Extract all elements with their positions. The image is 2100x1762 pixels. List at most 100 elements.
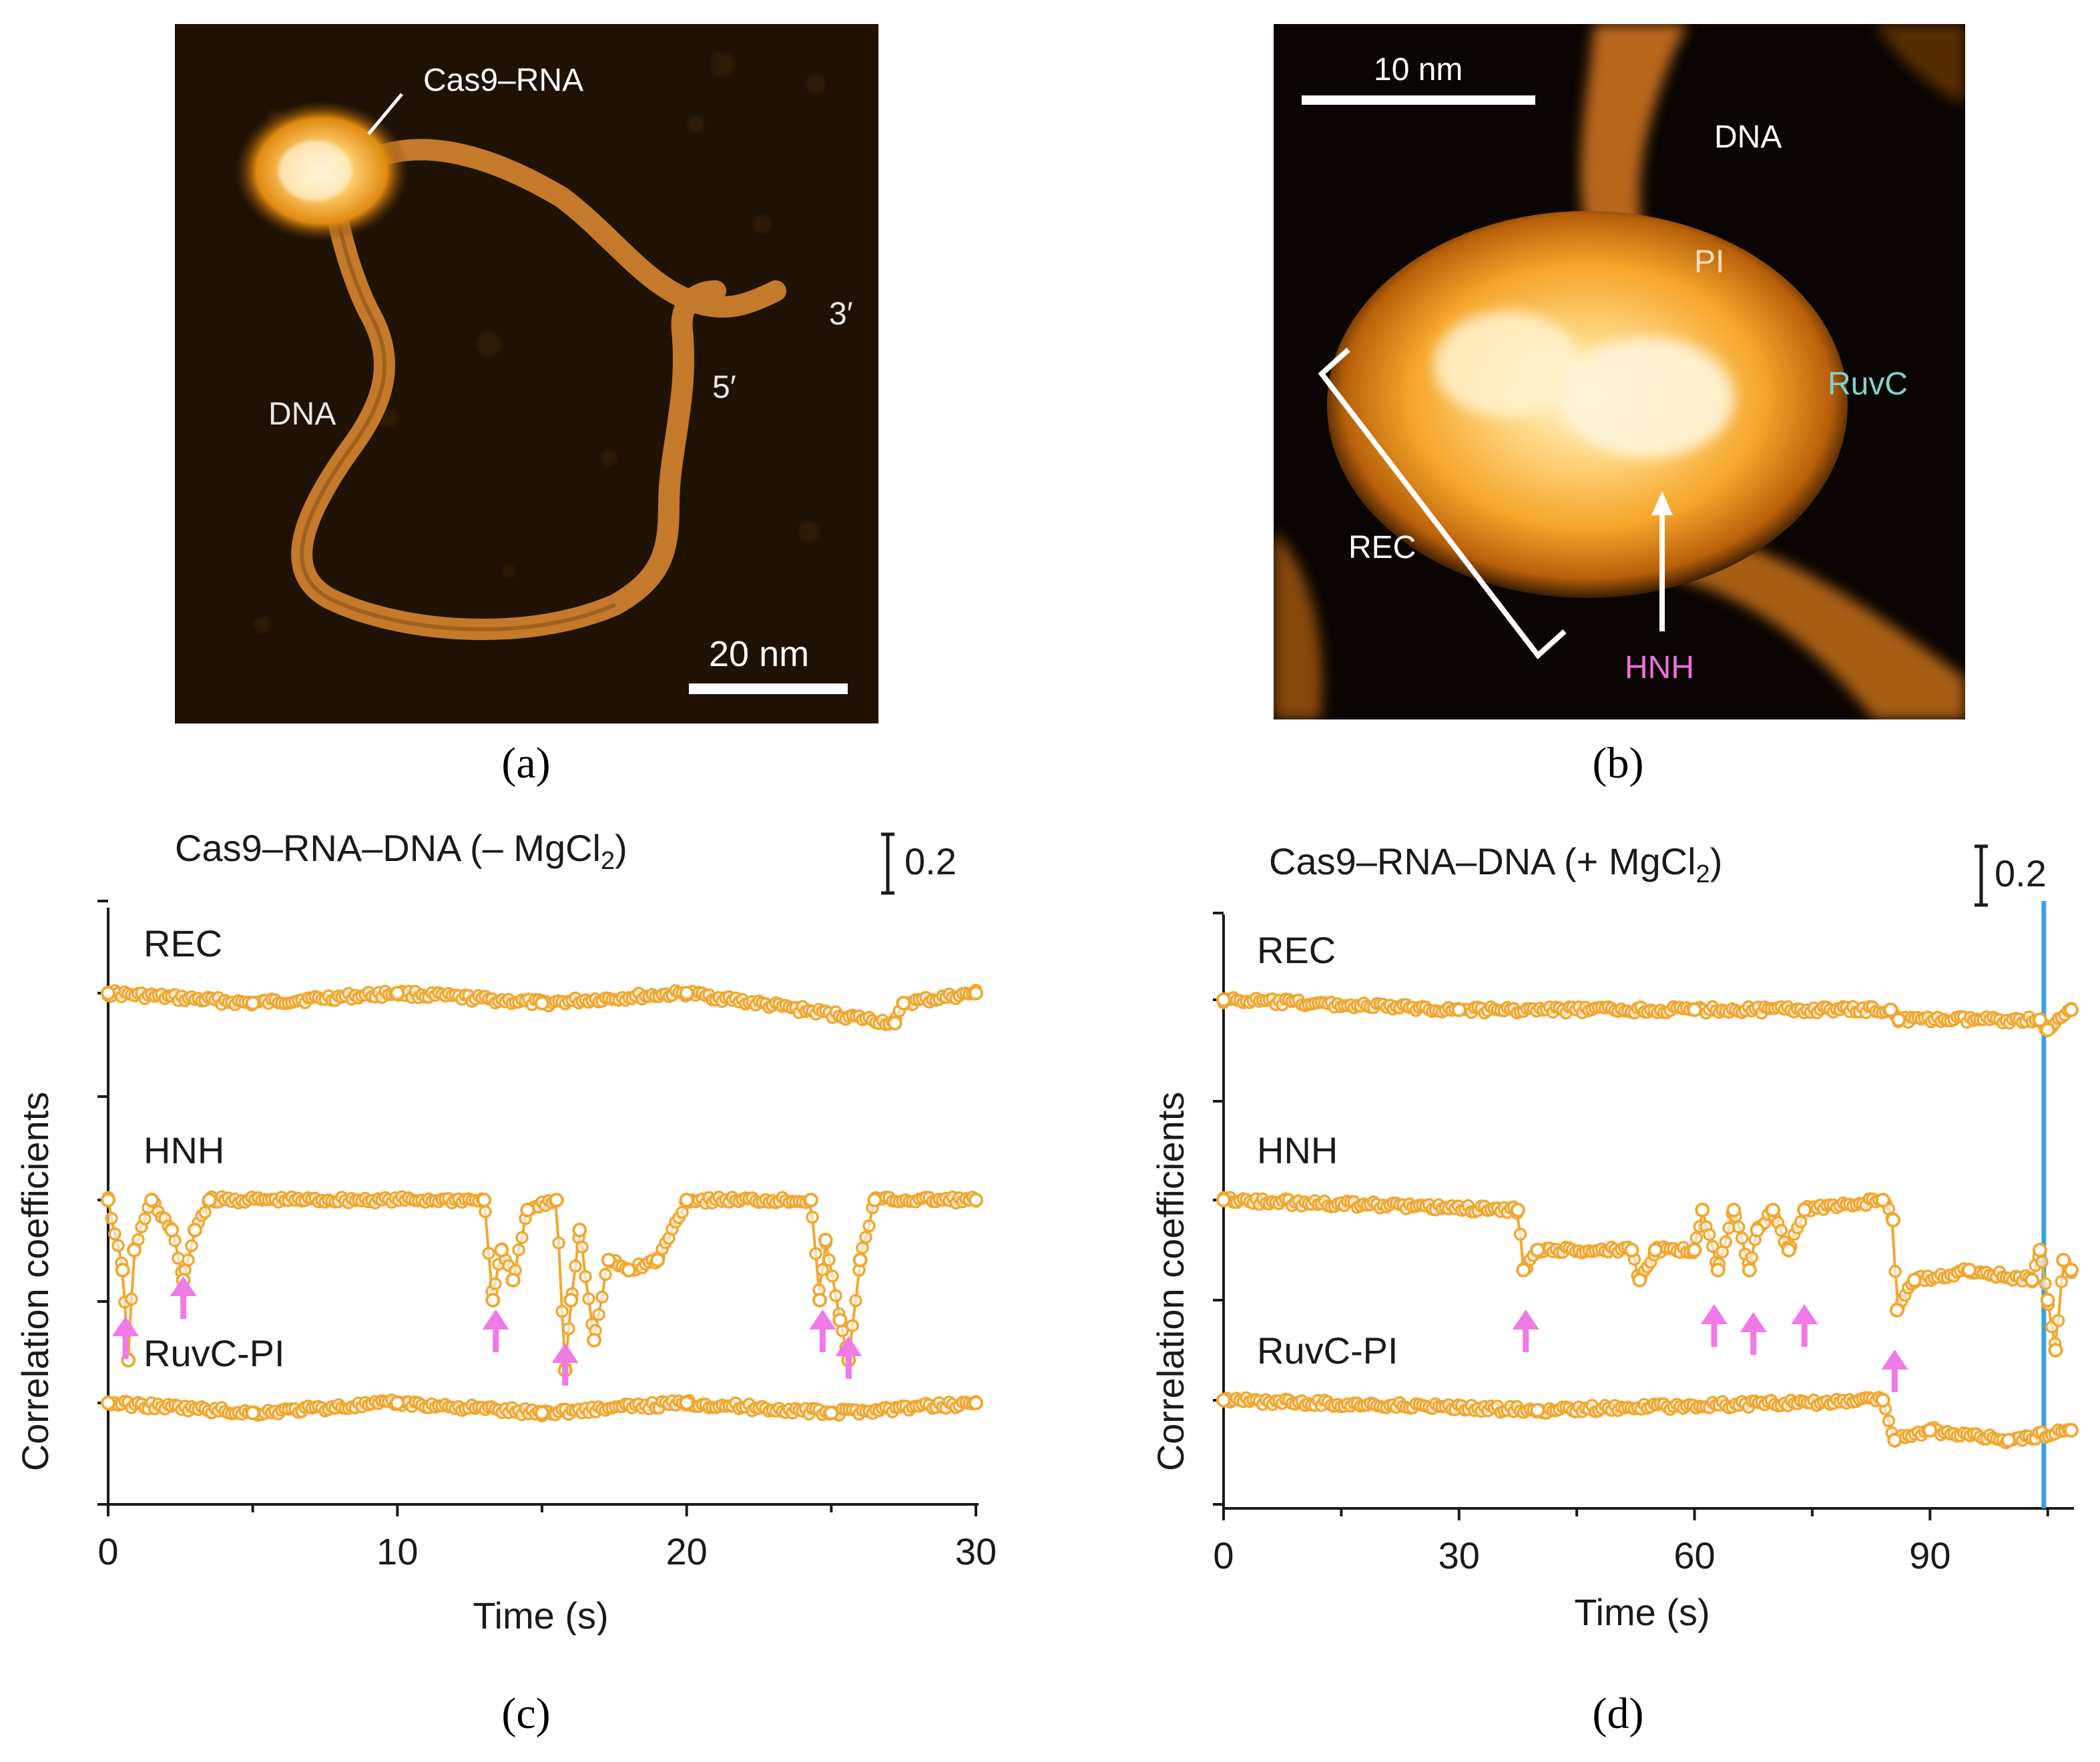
data-point [562,1322,575,1336]
data-point [198,1205,212,1219]
chart-c-title: Cas9–RNA–DNA (– MgCl2) [175,827,627,875]
data-point [822,1253,836,1267]
data-point-key [572,1223,587,1237]
data-point [1735,1231,1749,1245]
series-label: HNH [1257,1129,1338,1171]
hnh-arrow-head [835,1336,862,1356]
data-point-key [824,1406,839,1420]
data-point-key [1906,1273,1922,1287]
hnh-arrow [1512,1309,1539,1352]
chart-d-ylabel: Correlation coefficients [1149,1092,1192,1472]
data-point [1732,1220,1746,1234]
data-point-key [477,1193,492,1207]
caption-a: (a) [501,739,551,788]
data-point [592,1307,605,1322]
data-point-key [621,1263,636,1277]
data-point-key [1710,1263,1726,1277]
series-label: HNH [144,1129,224,1171]
data-point-key [1766,1203,1781,1217]
data-point-key [650,1253,666,1267]
label-5prime: 5′ [712,370,736,405]
data-point-key [2048,1343,2063,1358]
data-point [859,1230,872,1244]
hnh-arrow [1881,1350,1908,1392]
data-point-key [188,1223,202,1237]
series-label: RuvC-PI [144,1332,285,1374]
hnh-arrow-head [551,1343,579,1363]
rec-bracket [1318,348,1567,659]
data-point-key [867,1193,882,1207]
data-point-key [1647,1243,1663,1257]
data-point-key [505,1273,521,1287]
chart-d: Cas9–RNA–DNA (+ MgCl2) 0.2 Correlation c… [1149,840,2079,1633]
caption-c: (c) [501,1689,551,1738]
data-point [515,1231,529,1245]
chart-c-title-end: ) [615,827,627,869]
data-point [582,1292,595,1305]
data-point-key [1216,1393,1231,1408]
data-point [1513,1227,1527,1241]
data-point-key [202,1193,217,1207]
data-point-key [1726,1203,1742,1217]
data-point [599,1267,612,1281]
data-point [575,1240,589,1254]
hnh-arrow [835,1336,862,1379]
data-point-key [494,1243,509,1257]
data-point-key [896,996,911,1010]
data-point-key [563,1293,579,1307]
data-point [849,1294,862,1307]
data-point-key [520,1203,535,1217]
data-point-key [1687,1002,1702,1017]
data-point [1689,1231,1703,1245]
data-point [1719,1235,1732,1249]
data-point [1705,1239,1720,1253]
hnh-arrow-head [112,1316,139,1336]
data-point [552,1236,565,1250]
hnh-arrow-head [482,1309,509,1330]
x-tick-label: 30 [1438,1534,1480,1576]
data-point [1882,1414,1896,1428]
data-point-key [1922,1423,1938,1438]
data-point [595,1290,609,1304]
data-point [105,1211,118,1225]
chart-d-xlabel: Time (s) [1574,1591,1710,1633]
data-point [172,1251,185,1265]
x-tick-label: 20 [666,1530,708,1572]
data-point-key [2040,1293,2055,1307]
data-point-key [832,1313,848,1328]
hnh-arrow-head [1881,1350,1908,1370]
data-point-key [679,1396,694,1410]
data-point-key [1216,1193,1231,1207]
caption-b: (b) [1592,739,1644,788]
data-point [2051,1313,2065,1328]
data-point-key [115,1263,130,1277]
data-point [826,1269,839,1283]
data-point-key [1797,1203,1812,1217]
chart-d-scale-label: 0.2 [1995,852,2047,894]
hnh-arrow [482,1309,509,1352]
label-3prime: 3′ [829,296,853,332]
afm-image-a: Cas9–RNA DNA 3′ 5′ 20 nm [175,24,878,723]
data-point-key [818,1233,833,1247]
label-ruvc: RuvC [1828,366,1908,402]
data-point [1745,1251,1759,1264]
data-point [479,1205,492,1219]
data-point-key [1687,1243,1702,1257]
data-point [185,1239,198,1253]
hnh-arrow-head [170,1276,197,1296]
data-point-key [101,1193,115,1207]
data-point-key [1216,992,1231,1007]
hnh-arrow [1791,1304,1818,1347]
afm-image-b: 10 nm DNA PI RuvC REC HNH [1274,24,1965,719]
data-point [111,1239,125,1253]
data-point-key [2033,1243,2047,1257]
chart-d-title: Cas9–RNA–DNA (+ MgCl2) [1269,840,1722,888]
data-point [2039,1277,2052,1291]
label-rec: REC [1348,530,1416,565]
label-dna-b: DNA [1714,119,1782,155]
data-point-key [390,986,405,1000]
data-point-key [1889,1303,1904,1317]
data-point [125,1292,138,1306]
x-tick-label: 0 [1213,1534,1234,1576]
data-point-key [549,1193,564,1207]
